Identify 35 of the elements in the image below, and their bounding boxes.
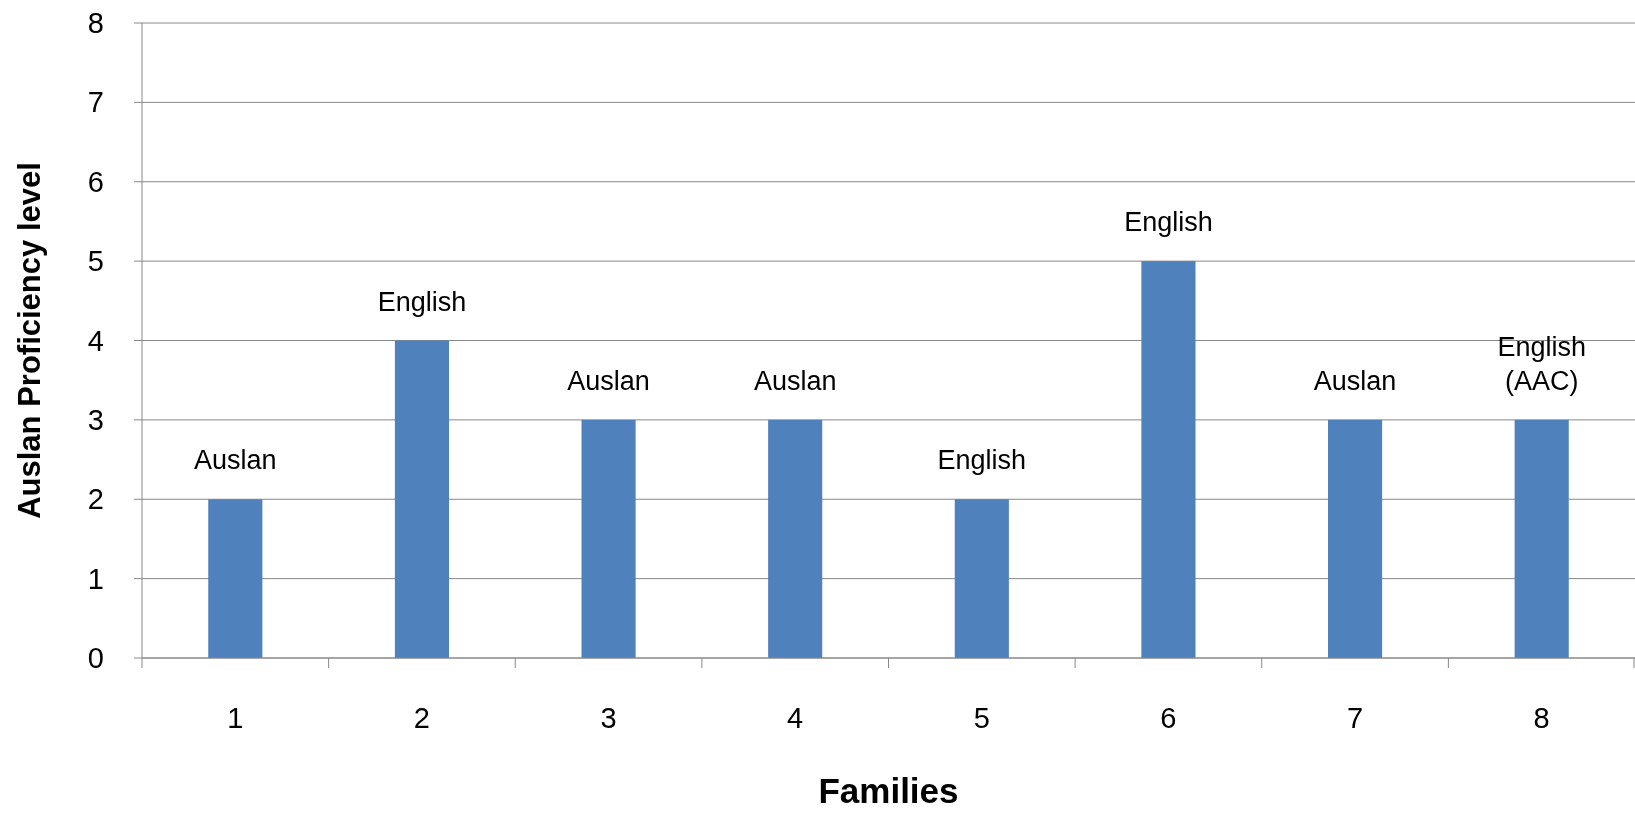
x-tick-label: 8: [1533, 702, 1550, 734]
annotation: English: [937, 445, 1027, 476]
annotation: English: [377, 286, 467, 317]
x-tick-label: 2: [413, 702, 431, 734]
x-tick-label: 7: [1346, 702, 1364, 734]
annotation: English: [1124, 207, 1213, 238]
annotation: English (AAC): [1497, 331, 1586, 396]
annotation: Auslan: [194, 445, 277, 476]
y-tick-label: 3: [87, 403, 104, 436]
x-tick-label: 6: [1160, 702, 1177, 734]
annotation: Auslan: [567, 365, 650, 396]
bar: [581, 419, 636, 658]
y-tick-label: 7: [87, 86, 104, 119]
bar: [208, 499, 263, 658]
bar: [1141, 261, 1196, 658]
y-tick-label: 6: [87, 165, 104, 198]
bar: [1328, 419, 1383, 658]
x-tick-label: 5: [973, 702, 990, 734]
x-tick-label: 3: [600, 702, 617, 734]
y-tick-label: 8: [87, 7, 104, 39]
y-tick-label: 5: [87, 245, 104, 278]
x-tick-label: 4: [787, 702, 804, 734]
x-tick-label: 1: [227, 702, 244, 734]
y-tick-label: 4: [87, 324, 104, 357]
y-tick-label: 0: [87, 642, 104, 674]
annotation: Auslan: [753, 365, 837, 396]
bar: [394, 340, 449, 658]
x-axis-title: Families: [818, 771, 959, 810]
y-axis-title: Auslan Proficiency level: [12, 162, 47, 519]
y-tick-label: 2: [87, 483, 104, 516]
bar: [768, 419, 823, 658]
bar: [1514, 419, 1569, 658]
annotation: Auslan: [1313, 365, 1397, 396]
y-tick-label: 1: [87, 562, 104, 595]
bar: [954, 499, 1009, 658]
